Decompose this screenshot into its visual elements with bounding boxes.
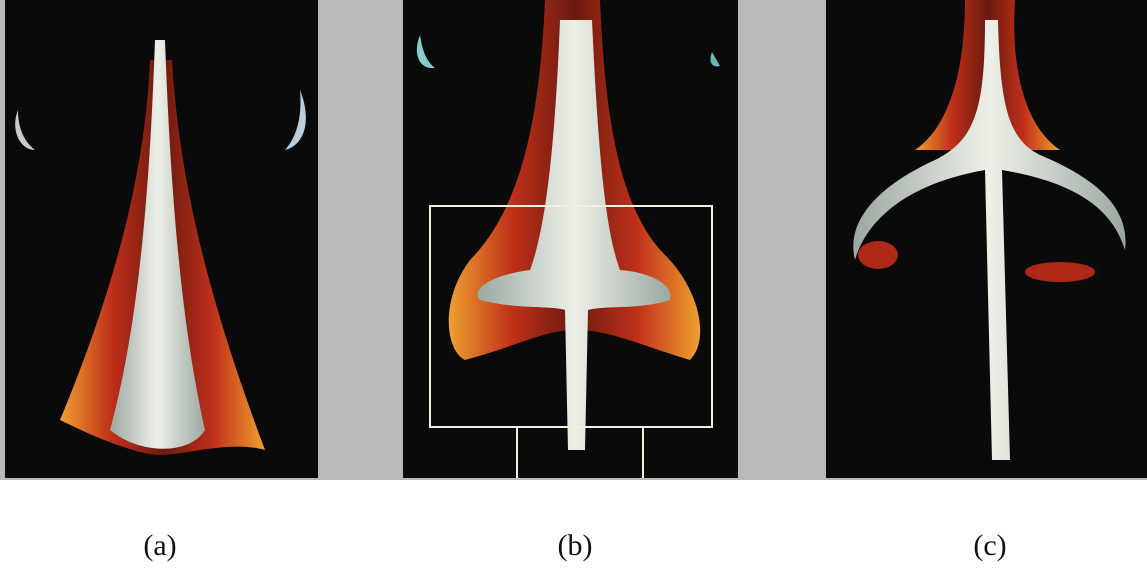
panel-label: (a) xyxy=(143,529,176,562)
panel-a xyxy=(5,0,318,478)
panel-label: (c) xyxy=(973,529,1006,562)
panel-b xyxy=(403,0,738,478)
panel-label: (b) xyxy=(558,529,593,562)
panel-c xyxy=(826,0,1147,478)
figure: (a) (b) (c) xyxy=(0,0,1147,571)
vortex xyxy=(1025,262,1095,282)
vortex xyxy=(858,241,898,269)
figure-canvas: (a) (b) (c) xyxy=(0,0,1147,571)
